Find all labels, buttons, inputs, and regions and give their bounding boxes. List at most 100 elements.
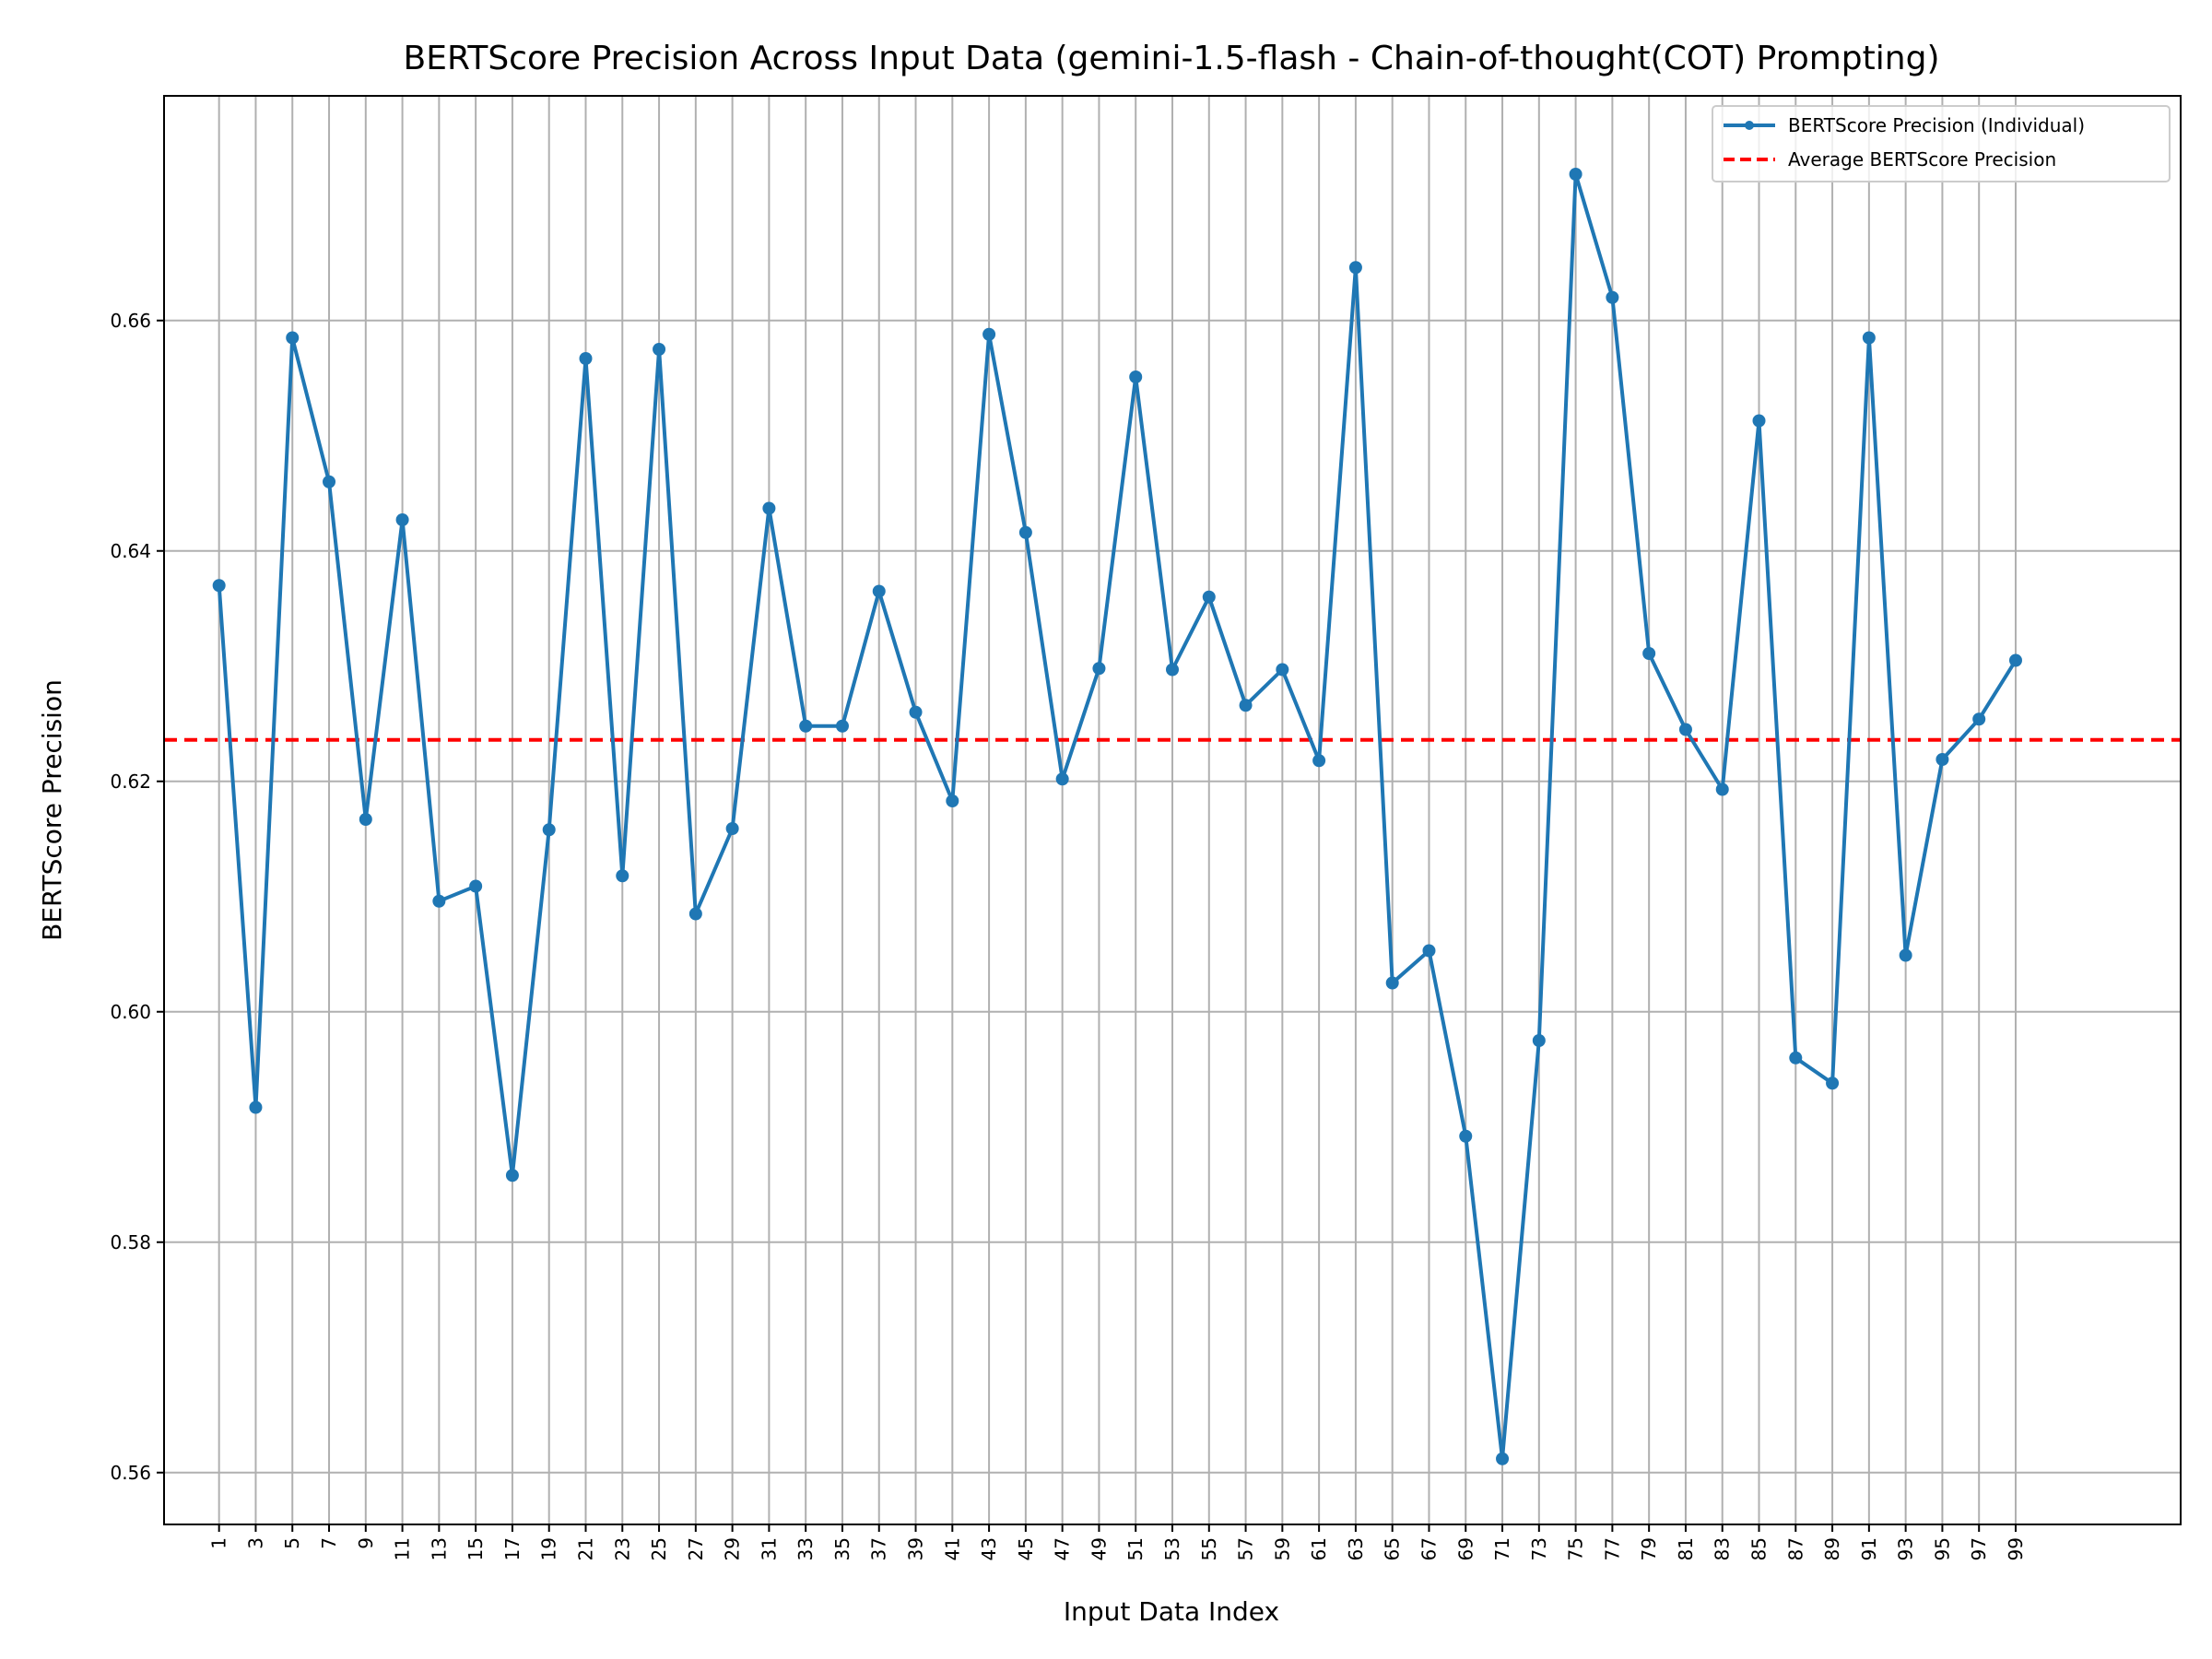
y-tick-label: 0.58 xyxy=(110,1231,151,1253)
x-tick-label: 79 xyxy=(1638,1537,1660,1560)
data-point xyxy=(1348,261,1362,275)
data-point xyxy=(762,501,776,515)
data-point xyxy=(1789,1051,1803,1065)
x-tick-label: 75 xyxy=(1565,1537,1587,1560)
y-tick-label: 0.66 xyxy=(110,310,151,332)
series-line xyxy=(217,172,2018,1461)
y-axis: 0.56 0.58 0.60 0.62 0.64 0.66 xyxy=(110,310,164,1484)
x-tick-label: 15 xyxy=(465,1537,487,1560)
data-point xyxy=(395,513,409,526)
data-point xyxy=(616,869,629,883)
data-point xyxy=(835,719,849,733)
data-point xyxy=(1936,753,1949,766)
data-point xyxy=(1239,699,1253,712)
data-point xyxy=(542,823,556,837)
data-point xyxy=(872,584,886,598)
x-tick-label: 31 xyxy=(758,1537,780,1560)
data-point xyxy=(1166,663,1179,677)
x-tick-label: 11 xyxy=(392,1537,414,1560)
x-tick-label: 27 xyxy=(685,1537,707,1560)
x-tick-label: 81 xyxy=(1675,1537,1697,1560)
x-tick-label: 29 xyxy=(722,1537,744,1560)
x-tick-label: 83 xyxy=(1712,1537,1734,1560)
x-tick-label: 57 xyxy=(1235,1537,1257,1560)
data-point xyxy=(1202,590,1216,604)
x-tick-label: 85 xyxy=(1748,1537,1771,1560)
data-point xyxy=(1752,414,1766,428)
x-tick-label: 65 xyxy=(1382,1537,1404,1560)
data-point xyxy=(1496,1452,1510,1465)
x-tick-label: 89 xyxy=(1821,1537,1843,1560)
x-tick-label: 7 xyxy=(318,1537,340,1549)
data-point xyxy=(323,475,336,488)
x-tick-label: 47 xyxy=(1052,1537,1074,1560)
data-point xyxy=(653,343,666,356)
x-tick-label: 13 xyxy=(428,1537,450,1560)
x-tick-label: 87 xyxy=(1784,1537,1806,1560)
data-point xyxy=(1276,663,1289,677)
x-tick-label: 45 xyxy=(1015,1537,1037,1560)
data-point xyxy=(1459,1129,1473,1143)
x-tick-label: 95 xyxy=(1931,1537,1953,1560)
x-tick-label: 35 xyxy=(831,1537,853,1560)
x-tick-label: 59 xyxy=(1271,1537,1293,1560)
data-point xyxy=(1862,331,1876,345)
y-axis-label: BERTScore Precision xyxy=(37,679,67,941)
x-axis: 1 3 5 7 9 11 13 15 17 19 21 23 25 27 29 31 33 35 37 39 41 43 4… xyxy=(208,1524,2027,1560)
data-point xyxy=(1055,772,1069,786)
legend-series-label: BERTScore Precision (Individual) xyxy=(1788,114,2085,136)
x-tick-label: 99 xyxy=(2005,1537,2027,1560)
data-point xyxy=(1569,168,1583,181)
data-point xyxy=(1018,525,1032,539)
x-tick-label: 25 xyxy=(648,1537,670,1560)
data-point xyxy=(505,1169,519,1182)
data-point xyxy=(469,879,483,893)
x-tick-label: 3 xyxy=(244,1537,266,1549)
x-tick-label: 53 xyxy=(1161,1537,1183,1560)
data-point xyxy=(1606,290,1619,304)
data-point xyxy=(432,894,446,908)
x-tick-label: 37 xyxy=(868,1537,890,1560)
x-tick-label: 5 xyxy=(281,1537,303,1549)
data-point xyxy=(1715,782,1729,796)
x-tick-label: 69 xyxy=(1454,1537,1477,1560)
legend-box xyxy=(1712,105,2171,182)
x-tick-label: 19 xyxy=(538,1537,560,1560)
x-tick-label: 77 xyxy=(1601,1537,1623,1560)
y-tick-label: 0.64 xyxy=(110,540,151,562)
data-point xyxy=(359,813,372,826)
data-point xyxy=(579,352,593,365)
data-point xyxy=(799,719,813,733)
legend: BERTScore Precision (Individual) Average… xyxy=(1712,105,2171,182)
data-point xyxy=(1972,712,1986,726)
data-point xyxy=(249,1100,263,1114)
x-tick-label: 97 xyxy=(1968,1537,1990,1560)
data-point xyxy=(1826,1077,1840,1090)
x-tick-label: 73 xyxy=(1528,1537,1550,1560)
data-point xyxy=(946,794,959,807)
x-tick-label: 51 xyxy=(1124,1537,1147,1560)
x-tick-label: 17 xyxy=(501,1537,524,1560)
data-point xyxy=(909,705,923,719)
data-point xyxy=(212,579,226,593)
data-point xyxy=(982,327,996,341)
data-point xyxy=(1385,976,1399,990)
x-axis-label: Input Data Index xyxy=(1064,1596,1279,1627)
data-point xyxy=(1642,647,1656,660)
data-point xyxy=(1899,948,1912,962)
legend-average-label: Average BERTScore Precision xyxy=(1788,148,2056,171)
data-point xyxy=(1312,754,1326,768)
data-point xyxy=(725,822,739,835)
x-tick-label: 41 xyxy=(941,1537,963,1560)
data-point xyxy=(286,331,300,345)
data-point xyxy=(1129,371,1143,383)
x-tick-label: 21 xyxy=(574,1537,596,1560)
y-tick-label: 0.60 xyxy=(110,1001,151,1023)
x-tick-label: 49 xyxy=(1088,1537,1110,1560)
x-tick-label: 67 xyxy=(1418,1537,1440,1560)
x-tick-label: 33 xyxy=(794,1537,817,1560)
data-point xyxy=(688,907,702,921)
legend-series-marker xyxy=(1745,121,1754,130)
series-layer xyxy=(212,168,2022,1465)
